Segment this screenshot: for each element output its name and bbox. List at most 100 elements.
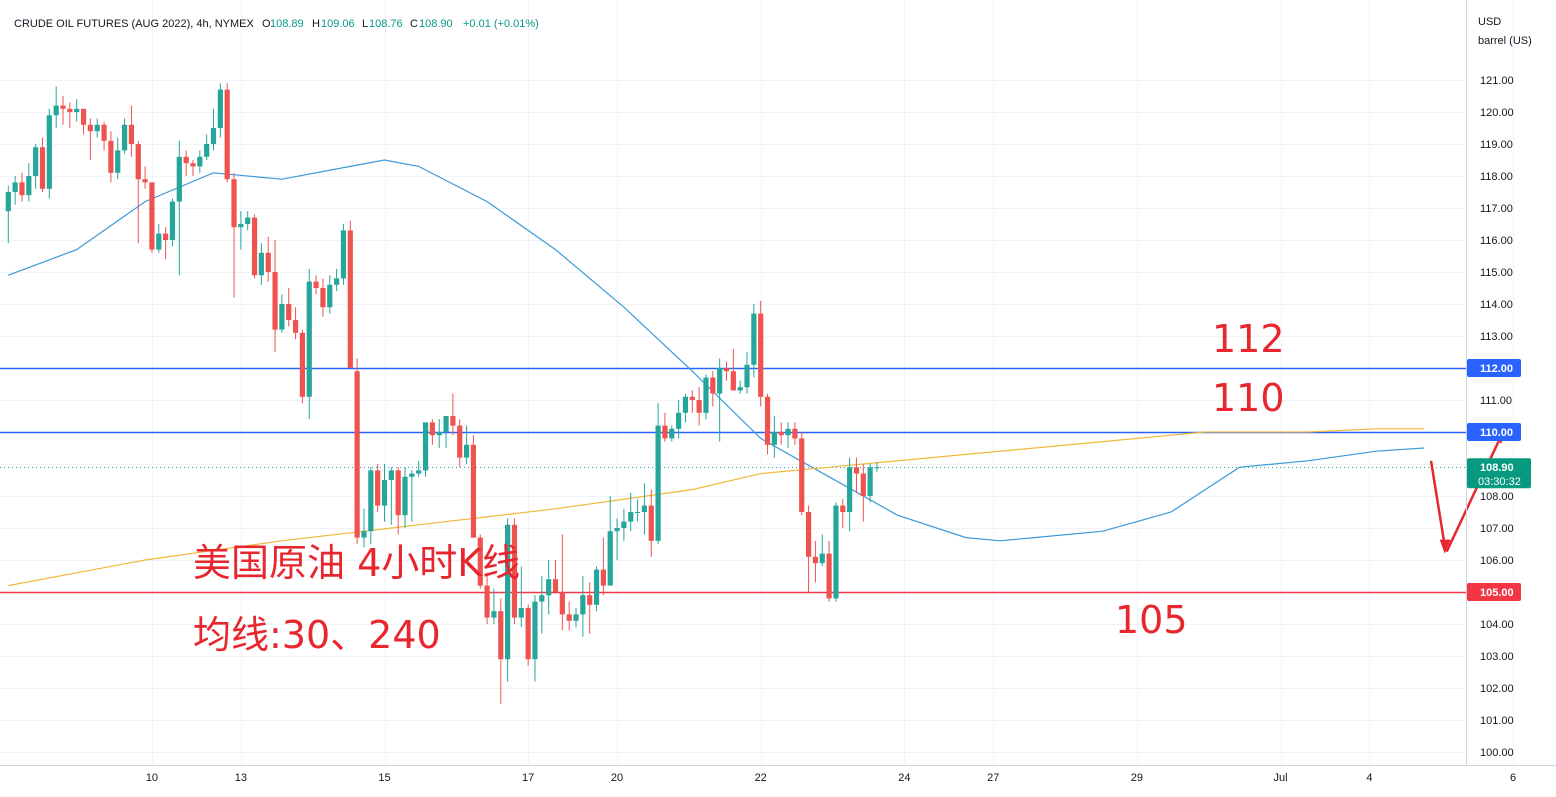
candle[interactable] [853, 457, 860, 493]
candle[interactable] [662, 412, 668, 442]
candle[interactable] [696, 387, 702, 426]
candle[interactable] [265, 236, 271, 282]
candle[interactable] [566, 601, 572, 631]
candle[interactable] [443, 416, 449, 448]
candle[interactable] [306, 268, 312, 420]
candle[interactable] [142, 166, 148, 189]
candle[interactable] [169, 198, 176, 247]
candle[interactable] [498, 598, 504, 704]
symbol-legend[interactable]: CRUDE OIL FUTURES (AUG 2022), 4h, NYMEX … [14, 18, 539, 30]
candle[interactable] [812, 540, 819, 583]
candle[interactable] [286, 288, 292, 327]
candle[interactable] [785, 422, 791, 448]
candle[interactable] [628, 492, 634, 532]
candle[interactable] [703, 374, 709, 420]
candle[interactable] [546, 560, 552, 615]
candle[interactable] [128, 105, 135, 157]
candle[interactable] [539, 576, 545, 634]
candle[interactable] [409, 470, 415, 522]
candle[interactable] [163, 227, 169, 260]
candle[interactable] [183, 150, 189, 176]
candle[interactable] [737, 380, 743, 394]
candle[interactable] [621, 508, 627, 541]
candle[interactable] [634, 499, 641, 522]
candle[interactable] [74, 99, 80, 122]
candle[interactable] [751, 304, 757, 378]
candle[interactable] [210, 108, 217, 151]
candle[interactable] [723, 361, 730, 381]
candle[interactable] [80, 108, 87, 135]
candle[interactable] [655, 403, 661, 544]
candle[interactable] [669, 425, 675, 442]
candle[interactable] [279, 294, 285, 333]
candle[interactable] [101, 121, 107, 151]
candle[interactable] [648, 489, 654, 557]
candle[interactable] [375, 464, 381, 512]
candle[interactable] [614, 518, 620, 560]
candle[interactable] [94, 118, 100, 138]
candle[interactable] [573, 608, 579, 628]
candle[interactable] [491, 588, 497, 624]
candle[interactable] [149, 182, 155, 253]
candle[interactable] [354, 358, 360, 544]
candle[interactable] [826, 540, 832, 602]
candle[interactable] [231, 172, 237, 298]
candle[interactable] [238, 211, 244, 250]
candle[interactable] [799, 432, 805, 516]
candle[interactable] [847, 457, 853, 532]
candle[interactable] [436, 419, 442, 448]
candle[interactable] [641, 483, 648, 535]
candle[interactable] [710, 371, 716, 407]
candle[interactable] [532, 595, 538, 682]
candle[interactable] [559, 534, 565, 631]
candle[interactable] [121, 118, 128, 154]
candle[interactable] [115, 137, 121, 180]
candle[interactable] [320, 278, 326, 317]
candle[interactable] [867, 464, 873, 503]
candle[interactable] [327, 275, 333, 314]
candle[interactable] [388, 467, 394, 525]
candle[interactable] [67, 102, 73, 128]
candle[interactable] [347, 220, 353, 368]
candle[interactable] [87, 118, 93, 160]
candle[interactable] [5, 185, 11, 244]
candle[interactable] [874, 462, 880, 472]
candle[interactable] [197, 150, 203, 173]
candle[interactable] [416, 460, 422, 477]
candle[interactable] [190, 160, 196, 176]
candle[interactable] [429, 419, 435, 445]
candle[interactable] [422, 422, 429, 477]
candle[interactable] [368, 467, 374, 544]
candle[interactable] [600, 537, 606, 596]
candle[interactable] [395, 467, 401, 535]
candle[interactable] [792, 422, 798, 445]
candle[interactable] [525, 604, 531, 666]
candle[interactable] [33, 144, 39, 189]
candle[interactable] [450, 393, 456, 436]
candle[interactable] [764, 393, 771, 455]
candles[interactable] [5, 83, 880, 704]
candle[interactable] [511, 518, 518, 624]
candle[interactable] [470, 435, 477, 538]
candle[interactable] [39, 137, 46, 192]
candle[interactable] [819, 534, 825, 567]
candle[interactable] [204, 134, 210, 160]
candle[interactable] [53, 86, 59, 128]
candle[interactable] [299, 329, 306, 404]
candle[interactable] [245, 211, 251, 231]
candle[interactable] [381, 464, 388, 522]
candle[interactable] [313, 275, 319, 295]
candle[interactable] [402, 467, 408, 528]
candle[interactable] [176, 140, 182, 276]
candle[interactable] [676, 400, 682, 439]
candle[interactable] [361, 508, 367, 548]
candle[interactable] [258, 243, 264, 285]
candle[interactable] [778, 422, 784, 445]
candle[interactable] [217, 83, 223, 138]
candle[interactable] [840, 499, 846, 528]
candle[interactable] [108, 131, 114, 183]
candle[interactable] [518, 566, 524, 628]
candle[interactable] [26, 163, 32, 202]
